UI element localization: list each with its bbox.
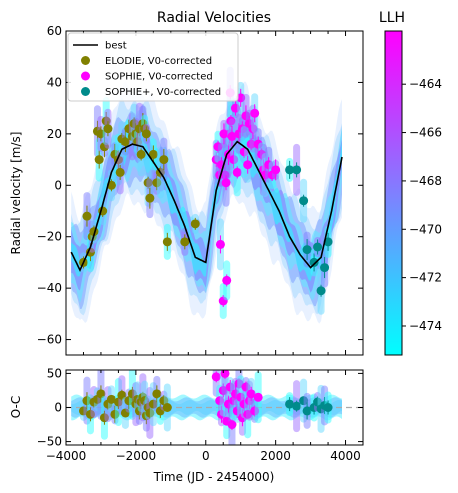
data-point: [292, 401, 302, 411]
colorbar-tick-label: −472: [409, 271, 442, 285]
data-point: [232, 167, 242, 177]
colorbar-tick-label: −470: [409, 222, 442, 236]
data-point: [246, 389, 256, 399]
data-point: [159, 155, 169, 165]
residual-points: [78, 370, 333, 445]
data-point: [221, 178, 231, 188]
y-tick-label: 0: [54, 401, 62, 415]
legend-marker-swatch: [81, 56, 90, 65]
data-point: [285, 165, 295, 175]
colorbar-title: LLH: [379, 10, 405, 26]
data-point: [323, 403, 333, 412]
data-point: [222, 275, 232, 285]
y-tick-label: 60: [47, 24, 62, 38]
main-title: Radial Velocities: [157, 10, 271, 26]
best-model-line: [70, 140, 343, 272]
data-point: [316, 286, 326, 296]
best-model-path: [70, 140, 343, 272]
main-y-axis-label: Radial velocity [m/s]: [9, 132, 23, 255]
data-point: [215, 239, 225, 249]
legend-marker-swatch: [81, 87, 90, 96]
main-axes-frame: [65, 30, 364, 356]
data-point: [227, 131, 237, 141]
data-point: [145, 193, 155, 203]
data-point: [271, 165, 281, 175]
colorbar-tick-label: −468: [409, 174, 442, 188]
data-point: [211, 372, 221, 382]
legend-entry-label: ELODIE, V0-corrected: [105, 56, 212, 67]
data-point: [302, 245, 312, 255]
data-point: [243, 160, 253, 170]
oc-y-axis-label: O-C: [9, 396, 23, 419]
data-point: [148, 149, 158, 159]
oc-y-ticks: −50 0 50: [37, 366, 363, 449]
y-tick-label: −50: [37, 435, 62, 449]
y-tick-label: 50: [47, 366, 62, 380]
data-point: [299, 196, 309, 206]
data-point: [253, 392, 263, 402]
data-point: [320, 263, 330, 273]
data-point: [103, 124, 113, 134]
y-tick-label: 20: [47, 127, 62, 141]
data-point: [227, 420, 237, 430]
data-point: [136, 149, 146, 159]
colorbar-ticks: −464 −466 −468 −470 −472 −474: [402, 77, 442, 333]
x-tick-label: 2000: [260, 449, 291, 463]
data-point: [106, 394, 116, 404]
data-point: [220, 370, 230, 378]
legend-box: [67, 32, 239, 102]
data-point: [82, 211, 92, 221]
data-point: [180, 237, 190, 247]
data-point: [313, 242, 323, 252]
main-points: [78, 66, 333, 319]
legend-entry-label: best: [105, 41, 127, 52]
y-tick-label: 40: [47, 75, 62, 89]
data-point: [302, 406, 312, 416]
y-tick-label: −60: [37, 333, 62, 347]
data-point: [94, 155, 104, 165]
legend-entry-label: SOPHIE, V0-corrected: [105, 72, 213, 83]
data-point: [292, 165, 302, 175]
data-point: [162, 237, 172, 247]
y-tick-label: 0: [54, 178, 62, 192]
colorbar-tick-label: −466: [409, 126, 442, 140]
data-point: [309, 257, 319, 267]
y-tick-label: −20: [37, 230, 62, 244]
oc-x-ticks: −4000 −2000 0 2000 4000: [46, 370, 361, 463]
x-tick-label: −4000: [46, 449, 87, 463]
data-point: [162, 403, 172, 412]
data-point: [152, 389, 162, 399]
legend-marker-swatch: [81, 71, 90, 81]
colorbar: [384, 30, 403, 356]
legend-entry-label: SOPHIE+, V0-corrected: [105, 87, 221, 98]
colorbar-tick-label: −464: [409, 77, 442, 91]
x-tick-label: 0: [202, 449, 210, 463]
y-tick-label: −40: [37, 281, 62, 295]
data-point: [285, 399, 295, 409]
data-point: [120, 137, 130, 147]
x-tick-label: −2000: [116, 449, 157, 463]
data-point: [141, 129, 151, 139]
x-tick-label: 4000: [330, 449, 361, 463]
x-axis-label: Time (JD - 2454000): [153, 470, 275, 484]
data-point: [115, 167, 125, 177]
data-point: [250, 108, 260, 118]
main-y-ticks: −60 −40 −20 0 20 40 60: [37, 24, 363, 347]
data-point: [190, 219, 200, 229]
legend: best ELODIE, V0-corrected SOPHIE, V0-corre…: [67, 32, 239, 102]
colorbar-tick-label: −474: [409, 319, 442, 333]
